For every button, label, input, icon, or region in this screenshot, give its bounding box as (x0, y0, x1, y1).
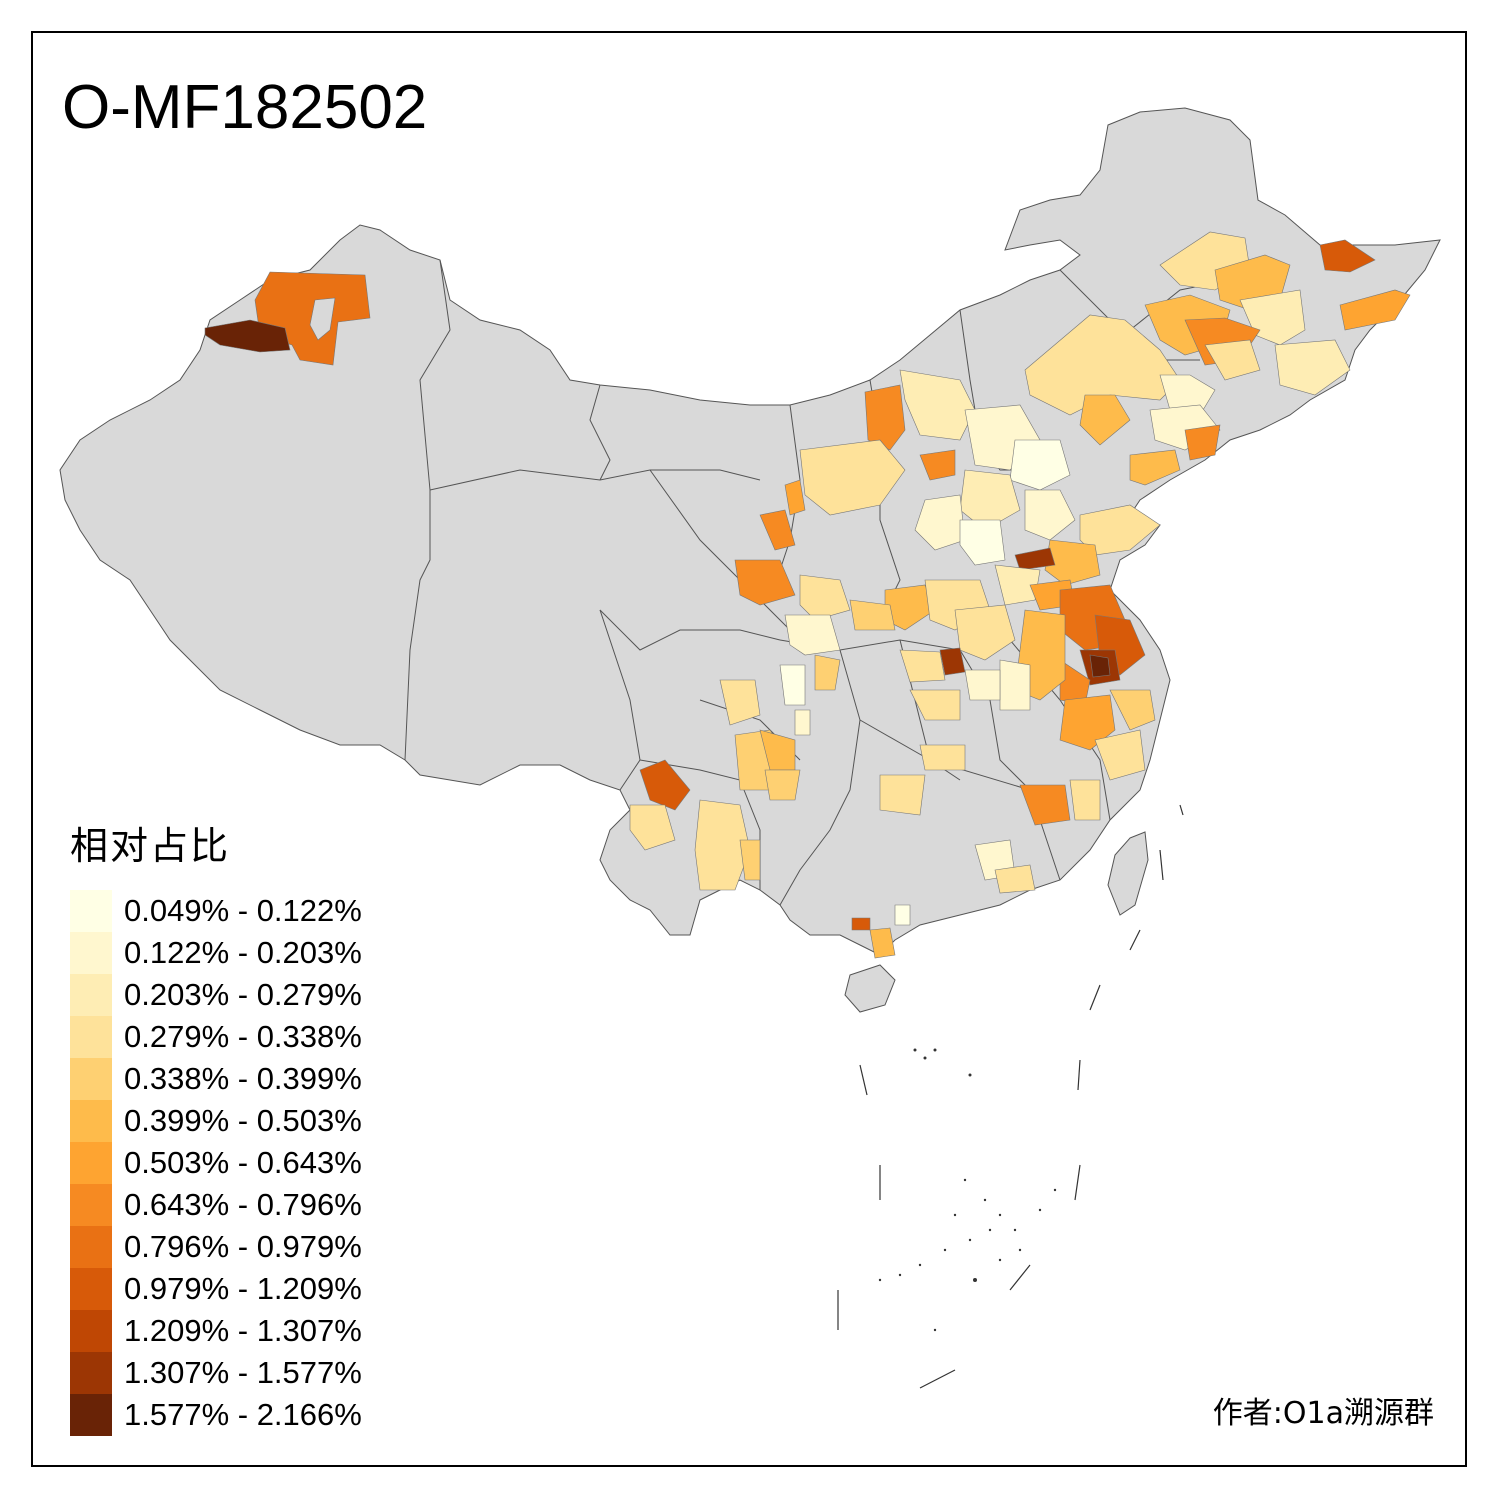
legend-item: 0.643% - 0.796% (70, 1184, 362, 1226)
legend-item: 1.577% - 2.166% (70, 1394, 362, 1436)
legend-label: 0.503% - 0.643% (124, 1145, 362, 1180)
legend-label: 1.307% - 1.577% (124, 1355, 362, 1390)
legend-swatch (70, 1184, 112, 1226)
legend-item: 0.399% - 0.503% (70, 1100, 362, 1142)
legend-label: 0.049% - 0.122% (124, 893, 362, 928)
legend-label: 1.577% - 2.166% (124, 1397, 362, 1432)
legend-item: 0.979% - 1.209% (70, 1268, 362, 1310)
legend-label: 0.279% - 0.338% (124, 1019, 362, 1054)
south-sea-islets (878, 1048, 1057, 1332)
legend-swatch (70, 1100, 112, 1142)
legend-swatch (70, 1226, 112, 1268)
legend-item: 0.279% - 0.338% (70, 1016, 362, 1058)
taiwan-island (1107, 831, 1149, 916)
legend-label: 1.209% - 1.307% (124, 1313, 362, 1348)
legend-item: 1.209% - 1.307% (70, 1310, 362, 1352)
south-sea-dashes (837, 804, 1184, 1389)
legend-item: 0.122% - 0.203% (70, 932, 362, 974)
legend-label: 0.399% - 0.503% (124, 1103, 362, 1138)
legend-item: 0.338% - 0.399% (70, 1058, 362, 1100)
legend-item: 0.503% - 0.643% (70, 1142, 362, 1184)
choropleth-regions (204, 231, 1411, 959)
legend-item: 0.796% - 0.979% (70, 1226, 362, 1268)
legend-item: 1.307% - 1.577% (70, 1352, 362, 1394)
legend-swatch (70, 890, 112, 932)
map-frame (31, 31, 1467, 1467)
legend-label: 0.643% - 0.796% (124, 1187, 362, 1222)
legend-swatch (70, 1268, 112, 1310)
legend-swatch (70, 974, 112, 1016)
legend-swatch (70, 1058, 112, 1100)
legend-label: 0.338% - 0.399% (124, 1061, 362, 1096)
legend-swatch (70, 1394, 112, 1436)
legend-swatch (70, 1310, 112, 1352)
legend-swatch (70, 1352, 112, 1394)
map-legend: 相对占比 0.049% - 0.122% 0.122% - 0.203% 0.203… (70, 815, 362, 1436)
legend-swatch (70, 1016, 112, 1058)
map-title: O-MF182502 (62, 73, 428, 142)
legend-label: 0.203% - 0.279% (124, 977, 362, 1012)
legend-item: 0.049% - 0.122% (70, 890, 362, 932)
author-credit: 作者:O1a溯源群 (1212, 1396, 1434, 1431)
legend-swatch (70, 932, 112, 974)
legend-rows: 0.049% - 0.122% 0.122% - 0.203% 0.203% - 0… (70, 890, 362, 1436)
legend-swatch (70, 1142, 112, 1184)
legend-label: 0.979% - 1.209% (124, 1271, 362, 1306)
hainan-island (844, 964, 896, 1013)
legend-label: 0.122% - 0.203% (124, 935, 362, 970)
legend-item: 0.203% - 0.279% (70, 974, 362, 1016)
legend-title: 相对占比 (70, 824, 231, 868)
legend-label: 0.796% - 0.979% (124, 1229, 362, 1264)
